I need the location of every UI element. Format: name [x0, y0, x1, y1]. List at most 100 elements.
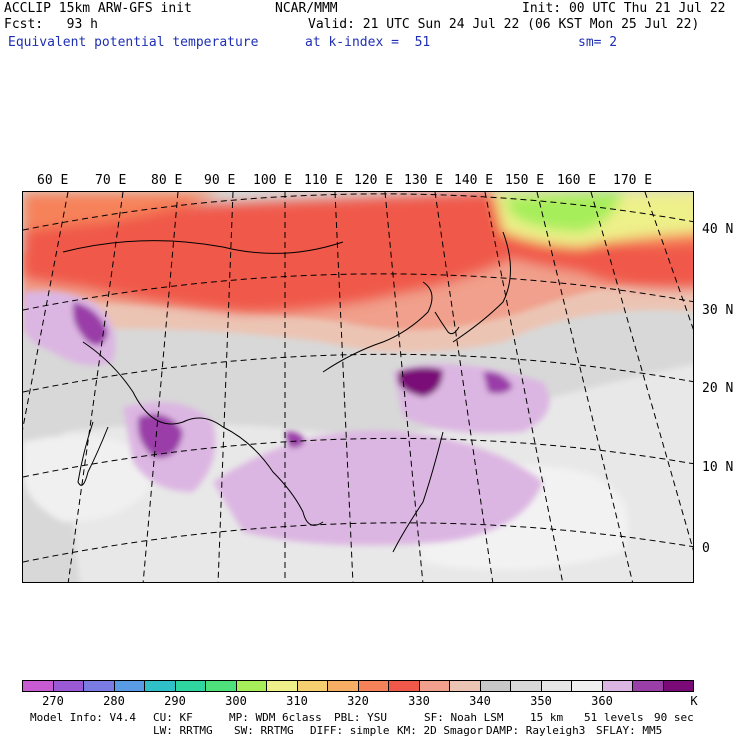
lat-label: 40 N [702, 222, 734, 237]
footer-item: SF: Noah LSM [424, 711, 504, 724]
lon-label: 70 E [95, 173, 127, 188]
footer-item: MP: WDM 6class [229, 711, 322, 724]
colorbar-swatch [328, 681, 359, 691]
parallel-10n [23, 437, 693, 478]
footer-item: SFLAY: MM5 [596, 724, 663, 737]
lightest-region [23, 435, 163, 522]
lon-label: 130 E [404, 173, 444, 188]
coastlines [62, 231, 511, 553]
colorbar-tick: 310 [286, 694, 308, 708]
meridian [484, 192, 564, 582]
red-region [23, 192, 529, 312]
colorbar-tick: 360 [591, 694, 613, 708]
colorbar-swatch [53, 681, 84, 691]
violet-region [285, 431, 305, 448]
footer-item: PBL: YSU [334, 711, 387, 724]
colorbar-swatch [358, 681, 389, 691]
lilac-region [23, 290, 116, 366]
footer-item: KM: 2D Smagor [397, 724, 484, 737]
colorbar-swatch [297, 681, 328, 691]
footer-item: DIFF: simple [310, 724, 390, 737]
graticule [23, 192, 693, 582]
footer-item: SW: RRTMG [234, 724, 294, 737]
parallel-0 [23, 522, 693, 563]
footer-item: Model Info: V4.4 [30, 711, 136, 724]
meridian [434, 192, 494, 582]
level-label: at k-index = 51 [305, 35, 431, 50]
weather-map [22, 191, 694, 583]
violet-region [483, 371, 513, 394]
colorbar-swatch [663, 681, 693, 691]
lon-label: 100 E [253, 173, 293, 188]
colorbar-swatch [267, 681, 298, 691]
dark-purple-region [398, 367, 443, 397]
meridian [590, 192, 693, 551]
china-coast [322, 281, 433, 373]
colorbar-swatch [84, 681, 115, 691]
orange-region [23, 192, 223, 232]
footer-item: LW: RRTMG [153, 724, 213, 737]
parallel-20n [23, 353, 693, 393]
colorbar-tick: 350 [530, 694, 552, 708]
green-region [503, 192, 623, 232]
colorbar-tick: 270 [42, 694, 64, 708]
lat-label: 10 N [702, 460, 734, 475]
lon-label: 90 E [204, 173, 236, 188]
colorbar-swatch [419, 681, 450, 691]
meridian [67, 192, 124, 582]
inland-borders [62, 240, 344, 254]
colorbar-tick: 340 [469, 694, 491, 708]
footer-item: 90 sec [654, 711, 694, 724]
colorbar-swatch [206, 681, 237, 691]
colorbar-tick: 300 [225, 694, 247, 708]
lon-label: 110 E [304, 173, 344, 188]
colorbar-swatch [450, 681, 481, 691]
colorbar-swatch [541, 681, 572, 691]
colorbar-unit: K [690, 694, 698, 708]
lat-label: 30 N [702, 303, 734, 318]
lat-label: 20 N [702, 381, 734, 396]
meridian [536, 192, 634, 582]
lon-label: 150 E [505, 173, 545, 188]
colorbar-swatch [389, 681, 420, 691]
south-asia-coast [82, 341, 324, 526]
lon-label: 120 E [354, 173, 394, 188]
footer-item: CU: KF [153, 711, 193, 724]
lon-label: 160 E [557, 173, 597, 188]
valid-time: Valid: 21 UTC Sun 24 Jul 22 (06 KST Mon … [308, 17, 700, 32]
colorbar-swatch [572, 681, 603, 691]
violet-region [73, 302, 108, 346]
colorbar-swatch [175, 681, 206, 691]
colorbar [22, 680, 694, 692]
model-title: ACCLIP 15km ARW-GFS init [4, 1, 192, 16]
meridian [142, 192, 179, 582]
colorbar-swatch [145, 681, 176, 691]
footer-item: 15 km [530, 711, 564, 724]
lat-label: 0 [702, 541, 710, 556]
colorbar-tick: 280 [103, 694, 125, 708]
colorbar-swatch [511, 681, 542, 691]
organization-label: NCAR/MMM [275, 1, 338, 16]
colorbar-swatch [236, 681, 267, 691]
meridian [217, 192, 234, 582]
footer-item: 51 levels [584, 711, 644, 724]
colorbar-swatch [602, 681, 633, 691]
lilac-region [213, 430, 543, 546]
colorbar-swatch [633, 681, 664, 691]
footer-item: DAMP: Rayleigh3 [486, 724, 586, 737]
india-west-coast [77, 421, 109, 486]
taiwan-philippines-coast [392, 431, 444, 553]
japan-coast [452, 231, 511, 343]
forecast-hour: Fcst: 93 h [4, 17, 98, 32]
colorbar-tick: 320 [347, 694, 369, 708]
parallel-30n [23, 273, 693, 311]
lon-label: 60 E [37, 173, 69, 188]
colorbar-tick: 330 [408, 694, 430, 708]
colorbar-tick: 290 [164, 694, 186, 708]
violet-region [138, 414, 183, 458]
field-name: Equivalent potential temperature [8, 35, 259, 50]
colorbar-swatch [114, 681, 145, 691]
parallel-40n [23, 193, 693, 231]
meridian [384, 192, 424, 582]
colorbar-swatch [480, 681, 511, 691]
